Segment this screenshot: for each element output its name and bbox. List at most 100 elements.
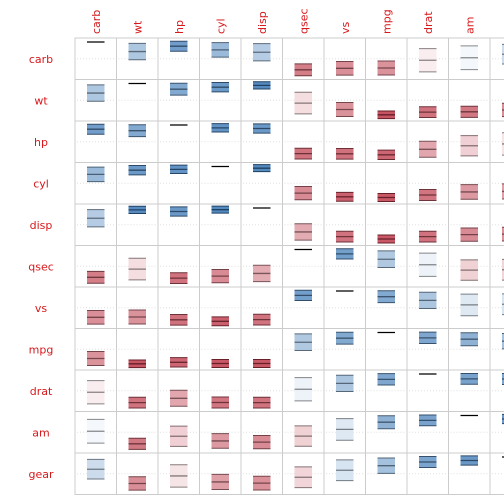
- cell-hp-carb: [77, 123, 115, 143]
- cell-vs-hp: [160, 307, 198, 326]
- column-label-vs: vs: [339, 21, 352, 34]
- cell-mpg-am: [450, 332, 488, 350]
- cell-wt-mpg: [367, 99, 405, 120]
- cell-am-wt: [118, 431, 156, 450]
- cell-disp-wt: [118, 205, 156, 226]
- cell-drat-drat: [409, 373, 447, 392]
- cell-am-gear: [492, 413, 504, 433]
- cell-qsec-carb: [77, 265, 115, 284]
- cell-gear-disp: [243, 473, 281, 491]
- cell-wt-am: [450, 99, 488, 118]
- cell-disp-hp: [160, 206, 198, 226]
- cell-cyl-drat: [409, 182, 447, 201]
- cell-mpg-gear: [492, 333, 504, 350]
- cell-qsec-vs: [326, 248, 364, 267]
- row-label-wt: wt: [34, 94, 48, 107]
- row-label-gear: gear: [28, 468, 53, 481]
- cell-carb-disp: [243, 43, 281, 62]
- cell-disp-carb: [77, 209, 115, 228]
- cell-hp-am: [450, 135, 488, 157]
- cell-cyl-carb: [77, 166, 115, 184]
- cell-hp-drat: [409, 140, 447, 158]
- cell-disp-disp: [243, 207, 281, 226]
- cell-cyl-hp: [160, 164, 198, 184]
- cell-cyl-vs: [326, 182, 364, 202]
- row-label-hp: hp: [34, 136, 48, 149]
- row-label-mpg: mpg: [29, 343, 54, 356]
- row-label-cyl: cyl: [33, 177, 49, 190]
- cell-qsec-drat: [409, 252, 447, 277]
- cell-vs-disp: [243, 307, 281, 326]
- column-label-carb: carb: [90, 10, 103, 34]
- cell-gear-cyl: [201, 473, 239, 491]
- cell-drat-qsec: [284, 377, 322, 402]
- cell-vs-mpg: [367, 290, 405, 309]
- cell-gear-carb: [77, 458, 115, 480]
- cell-wt-drat: [409, 99, 447, 119]
- cell-carb-gear: [492, 43, 504, 65]
- cell-drat-gear: [492, 373, 504, 392]
- column-label-qsec: qsec: [297, 8, 310, 34]
- cell-hp-gear: [492, 132, 504, 156]
- cell-disp-am: [450, 224, 488, 242]
- cell-mpg-hp: [160, 348, 198, 368]
- cell-cyl-am: [450, 182, 488, 200]
- cell-carb-carb: [77, 41, 115, 60]
- cell-qsec-wt: [118, 257, 156, 281]
- cell-vs-wt: [118, 307, 156, 325]
- cell-disp-drat: [409, 224, 447, 243]
- cell-gear-qsec: [284, 466, 322, 489]
- cell-hp-vs: [326, 141, 364, 160]
- cell-hp-qsec: [284, 141, 322, 160]
- cell-mpg-drat: [409, 331, 447, 350]
- mark-layer: [77, 40, 504, 491]
- cell-carb-am: [450, 45, 488, 71]
- cell-drat-wt: [118, 390, 156, 409]
- cell-am-vs: [326, 418, 364, 441]
- cell-drat-am: [450, 372, 488, 392]
- cell-mpg-disp: [243, 348, 281, 368]
- cell-gear-drat: [409, 456, 447, 475]
- cell-vs-vs: [326, 290, 364, 309]
- column-label-mpg: mpg: [380, 9, 393, 34]
- row-label-qsec: qsec: [28, 260, 54, 273]
- cell-qsec-cyl: [201, 265, 239, 284]
- column-label-wt: wt: [131, 20, 144, 34]
- cell-mpg-qsec: [284, 333, 322, 352]
- cell-vs-carb: [77, 307, 115, 325]
- plot-border: [74, 37, 504, 495]
- cell-am-drat: [409, 414, 447, 433]
- cell-wt-carb: [77, 84, 115, 102]
- cell-drat-vs: [326, 374, 364, 392]
- cell-cyl-disp: [243, 164, 281, 184]
- cell-cyl-cyl: [201, 165, 239, 184]
- row-label-drat: drat: [30, 385, 53, 398]
- grid-layer: [74, 37, 504, 495]
- cell-disp-vs: [326, 224, 364, 243]
- cell-disp-mpg: [367, 224, 405, 244]
- column-label-drat: drat: [422, 11, 435, 34]
- cell-qsec-qsec: [284, 248, 322, 267]
- cell-am-hp: [160, 425, 198, 447]
- cell-carb-qsec: [284, 58, 322, 77]
- cell-gear-am: [450, 455, 488, 475]
- cell-am-qsec: [284, 425, 322, 447]
- cell-qsec-mpg: [367, 250, 405, 269]
- cell-hp-hp: [160, 124, 198, 143]
- cell-disp-qsec: [284, 223, 322, 241]
- cell-drat-disp: [243, 390, 281, 409]
- cell-drat-mpg: [367, 373, 405, 392]
- cell-qsec-hp: [160, 265, 198, 285]
- cell-drat-carb: [77, 380, 115, 405]
- row-labels: carb wt hp cyl disp qsec vs mpg drat am gear: [28, 53, 54, 481]
- cell-gear-mpg: [367, 457, 405, 475]
- cell-hp-mpg: [367, 141, 405, 161]
- row-label-vs: vs: [35, 302, 48, 315]
- cell-wt-vs: [326, 99, 364, 117]
- cell-cyl-mpg: [367, 182, 405, 202]
- cell-wt-hp: [160, 82, 198, 101]
- cell-carb-cyl: [201, 42, 239, 60]
- cell-hp-disp: [243, 123, 281, 143]
